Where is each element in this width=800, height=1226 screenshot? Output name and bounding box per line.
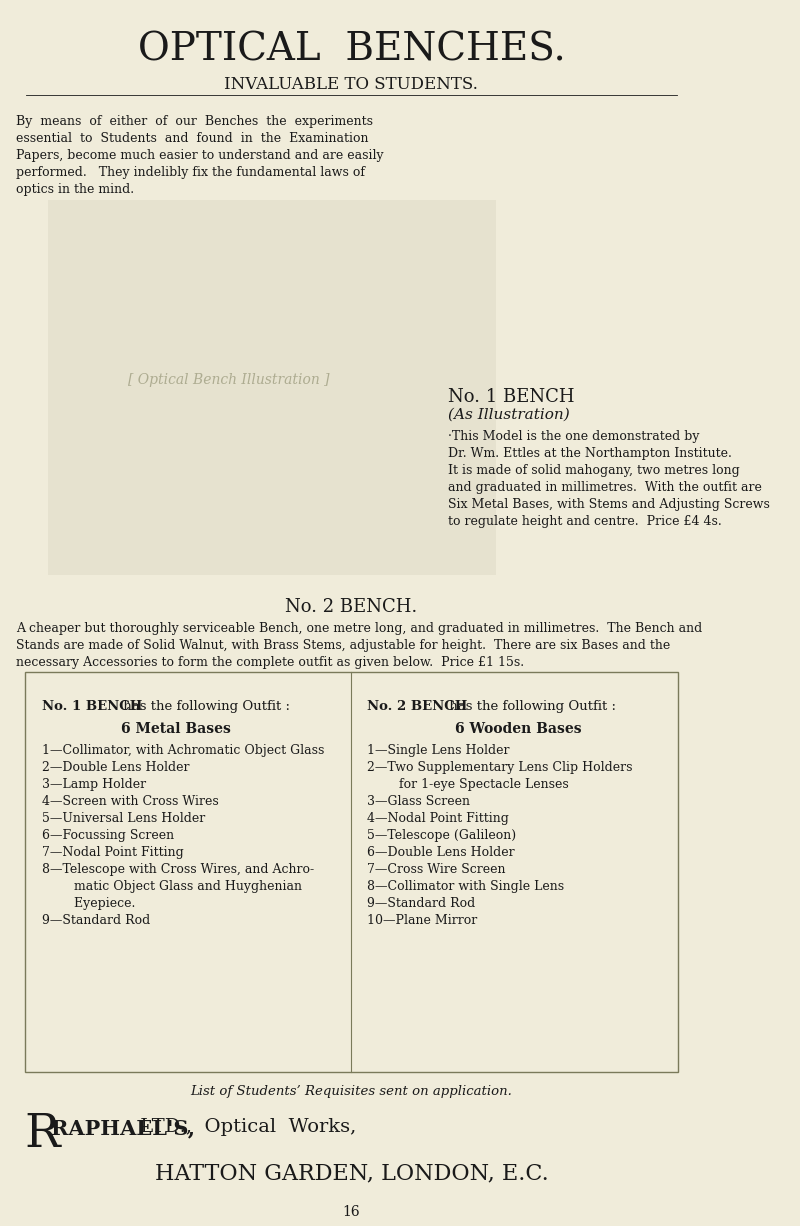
Text: for 1-eye Spectacle Lenses: for 1-eye Spectacle Lenses xyxy=(367,779,569,791)
Text: LTD.,  Optical  Works,: LTD., Optical Works, xyxy=(134,1118,357,1137)
Text: 1—Single Lens Holder: 1—Single Lens Holder xyxy=(367,744,510,756)
Text: 7—Nodal Point Fitting: 7—Nodal Point Fitting xyxy=(42,846,184,859)
Text: [ Optical Bench Illustration ]: [ Optical Bench Illustration ] xyxy=(128,373,329,387)
Text: No. 2 BENCH.: No. 2 BENCH. xyxy=(286,598,418,615)
Text: 2—Two Supplementary Lens Clip Holders: 2—Two Supplementary Lens Clip Holders xyxy=(367,761,633,774)
Text: ·This Model is the one demonstrated by: ·This Model is the one demonstrated by xyxy=(448,430,699,443)
Text: 6—Double Lens Holder: 6—Double Lens Holder xyxy=(367,846,515,859)
Text: Papers, become much easier to understand and are easily: Papers, become much easier to understand… xyxy=(16,150,383,162)
Text: By  means  of  either  of  our  Benches  the  experiments: By means of either of our Benches the ex… xyxy=(16,115,373,128)
FancyBboxPatch shape xyxy=(48,200,497,575)
Text: 3—Lamp Holder: 3—Lamp Holder xyxy=(42,779,146,791)
Text: RAPHAEL'S,: RAPHAEL'S, xyxy=(51,1118,195,1138)
Text: It is made of solid mahogany, two metres long: It is made of solid mahogany, two metres… xyxy=(448,463,740,477)
Text: 2—Double Lens Holder: 2—Double Lens Holder xyxy=(42,761,190,774)
Text: Dr. Wm. Ettles at the Northampton Institute.: Dr. Wm. Ettles at the Northampton Instit… xyxy=(448,447,732,460)
Text: 1—Collimator, with Achromatic Object Glass: 1—Collimator, with Achromatic Object Gla… xyxy=(42,744,325,756)
Text: No. 1 BENCH: No. 1 BENCH xyxy=(448,387,574,406)
Text: Stands are made of Solid Walnut, with Brass Stems, adjustable for height.  There: Stands are made of Solid Walnut, with Br… xyxy=(16,639,670,652)
Text: 4—Screen with Cross Wires: 4—Screen with Cross Wires xyxy=(42,794,219,808)
Text: R: R xyxy=(25,1112,60,1157)
Text: 8—Collimator with Single Lens: 8—Collimator with Single Lens xyxy=(367,880,564,893)
Text: No. 1 BENCH: No. 1 BENCH xyxy=(42,700,142,714)
Text: essential  to  Students  and  found  in  the  Examination: essential to Students and found in the E… xyxy=(16,132,368,145)
Text: 5—Universal Lens Holder: 5—Universal Lens Holder xyxy=(42,812,206,825)
Text: 5—Telescope (Galileon): 5—Telescope (Galileon) xyxy=(367,829,516,842)
Text: 6—Focussing Screen: 6—Focussing Screen xyxy=(42,829,174,842)
Text: (As Illustration): (As Illustration) xyxy=(448,408,570,422)
Text: 6 Metal Bases: 6 Metal Bases xyxy=(121,722,230,736)
Text: INVALUABLE TO STUDENTS.: INVALUABLE TO STUDENTS. xyxy=(225,76,478,92)
Text: 9—Standard Rod: 9—Standard Rod xyxy=(42,915,150,927)
Text: has the following Outfit :: has the following Outfit : xyxy=(445,700,615,714)
Text: Six Metal Bases, with Stems and Adjusting Screws: Six Metal Bases, with Stems and Adjustin… xyxy=(448,498,770,511)
Text: A cheaper but thoroughly serviceable Bench, one metre long, and graduated in mil: A cheaper but thoroughly serviceable Ben… xyxy=(16,622,702,635)
Text: 4—Nodal Point Fitting: 4—Nodal Point Fitting xyxy=(367,812,509,825)
Text: List of Students’ Requisites sent on application.: List of Students’ Requisites sent on app… xyxy=(190,1085,512,1098)
Text: 9—Standard Rod: 9—Standard Rod xyxy=(367,897,475,910)
Text: matic Object Glass and Huyghenian: matic Object Glass and Huyghenian xyxy=(42,880,302,893)
Text: 10—Plane Mirror: 10—Plane Mirror xyxy=(367,915,478,927)
Text: performed.   They indelibly fix the fundamental laws of: performed. They indelibly fix the fundam… xyxy=(16,166,365,179)
Text: to regulate height and centre.  Price £4 4s.: to regulate height and centre. Price £4 … xyxy=(448,515,722,528)
Text: 7—Cross Wire Screen: 7—Cross Wire Screen xyxy=(367,863,506,877)
Text: 8—Telescope with Cross Wires, and Achro-: 8—Telescope with Cross Wires, and Achro- xyxy=(42,863,314,877)
Text: Eyepiece.: Eyepiece. xyxy=(42,897,135,910)
Text: No. 2 BENCH: No. 2 BENCH xyxy=(367,700,468,714)
Text: HATTON GARDEN, LONDON, E.C.: HATTON GARDEN, LONDON, E.C. xyxy=(154,1162,548,1184)
Text: and graduated in millimetres.  With the outfit are: and graduated in millimetres. With the o… xyxy=(448,481,762,494)
Text: 3—Glass Screen: 3—Glass Screen xyxy=(367,794,470,808)
Text: OPTICAL  BENCHES.: OPTICAL BENCHES. xyxy=(138,32,566,69)
Text: 6 Wooden Bases: 6 Wooden Bases xyxy=(455,722,582,736)
Text: has the following Outfit :: has the following Outfit : xyxy=(119,700,290,714)
Text: 16: 16 xyxy=(342,1205,360,1219)
Text: necessary Accessories to form the complete outfit as given below.  Price £1 15s.: necessary Accessories to form the comple… xyxy=(16,656,524,669)
Text: optics in the mind.: optics in the mind. xyxy=(16,183,134,196)
